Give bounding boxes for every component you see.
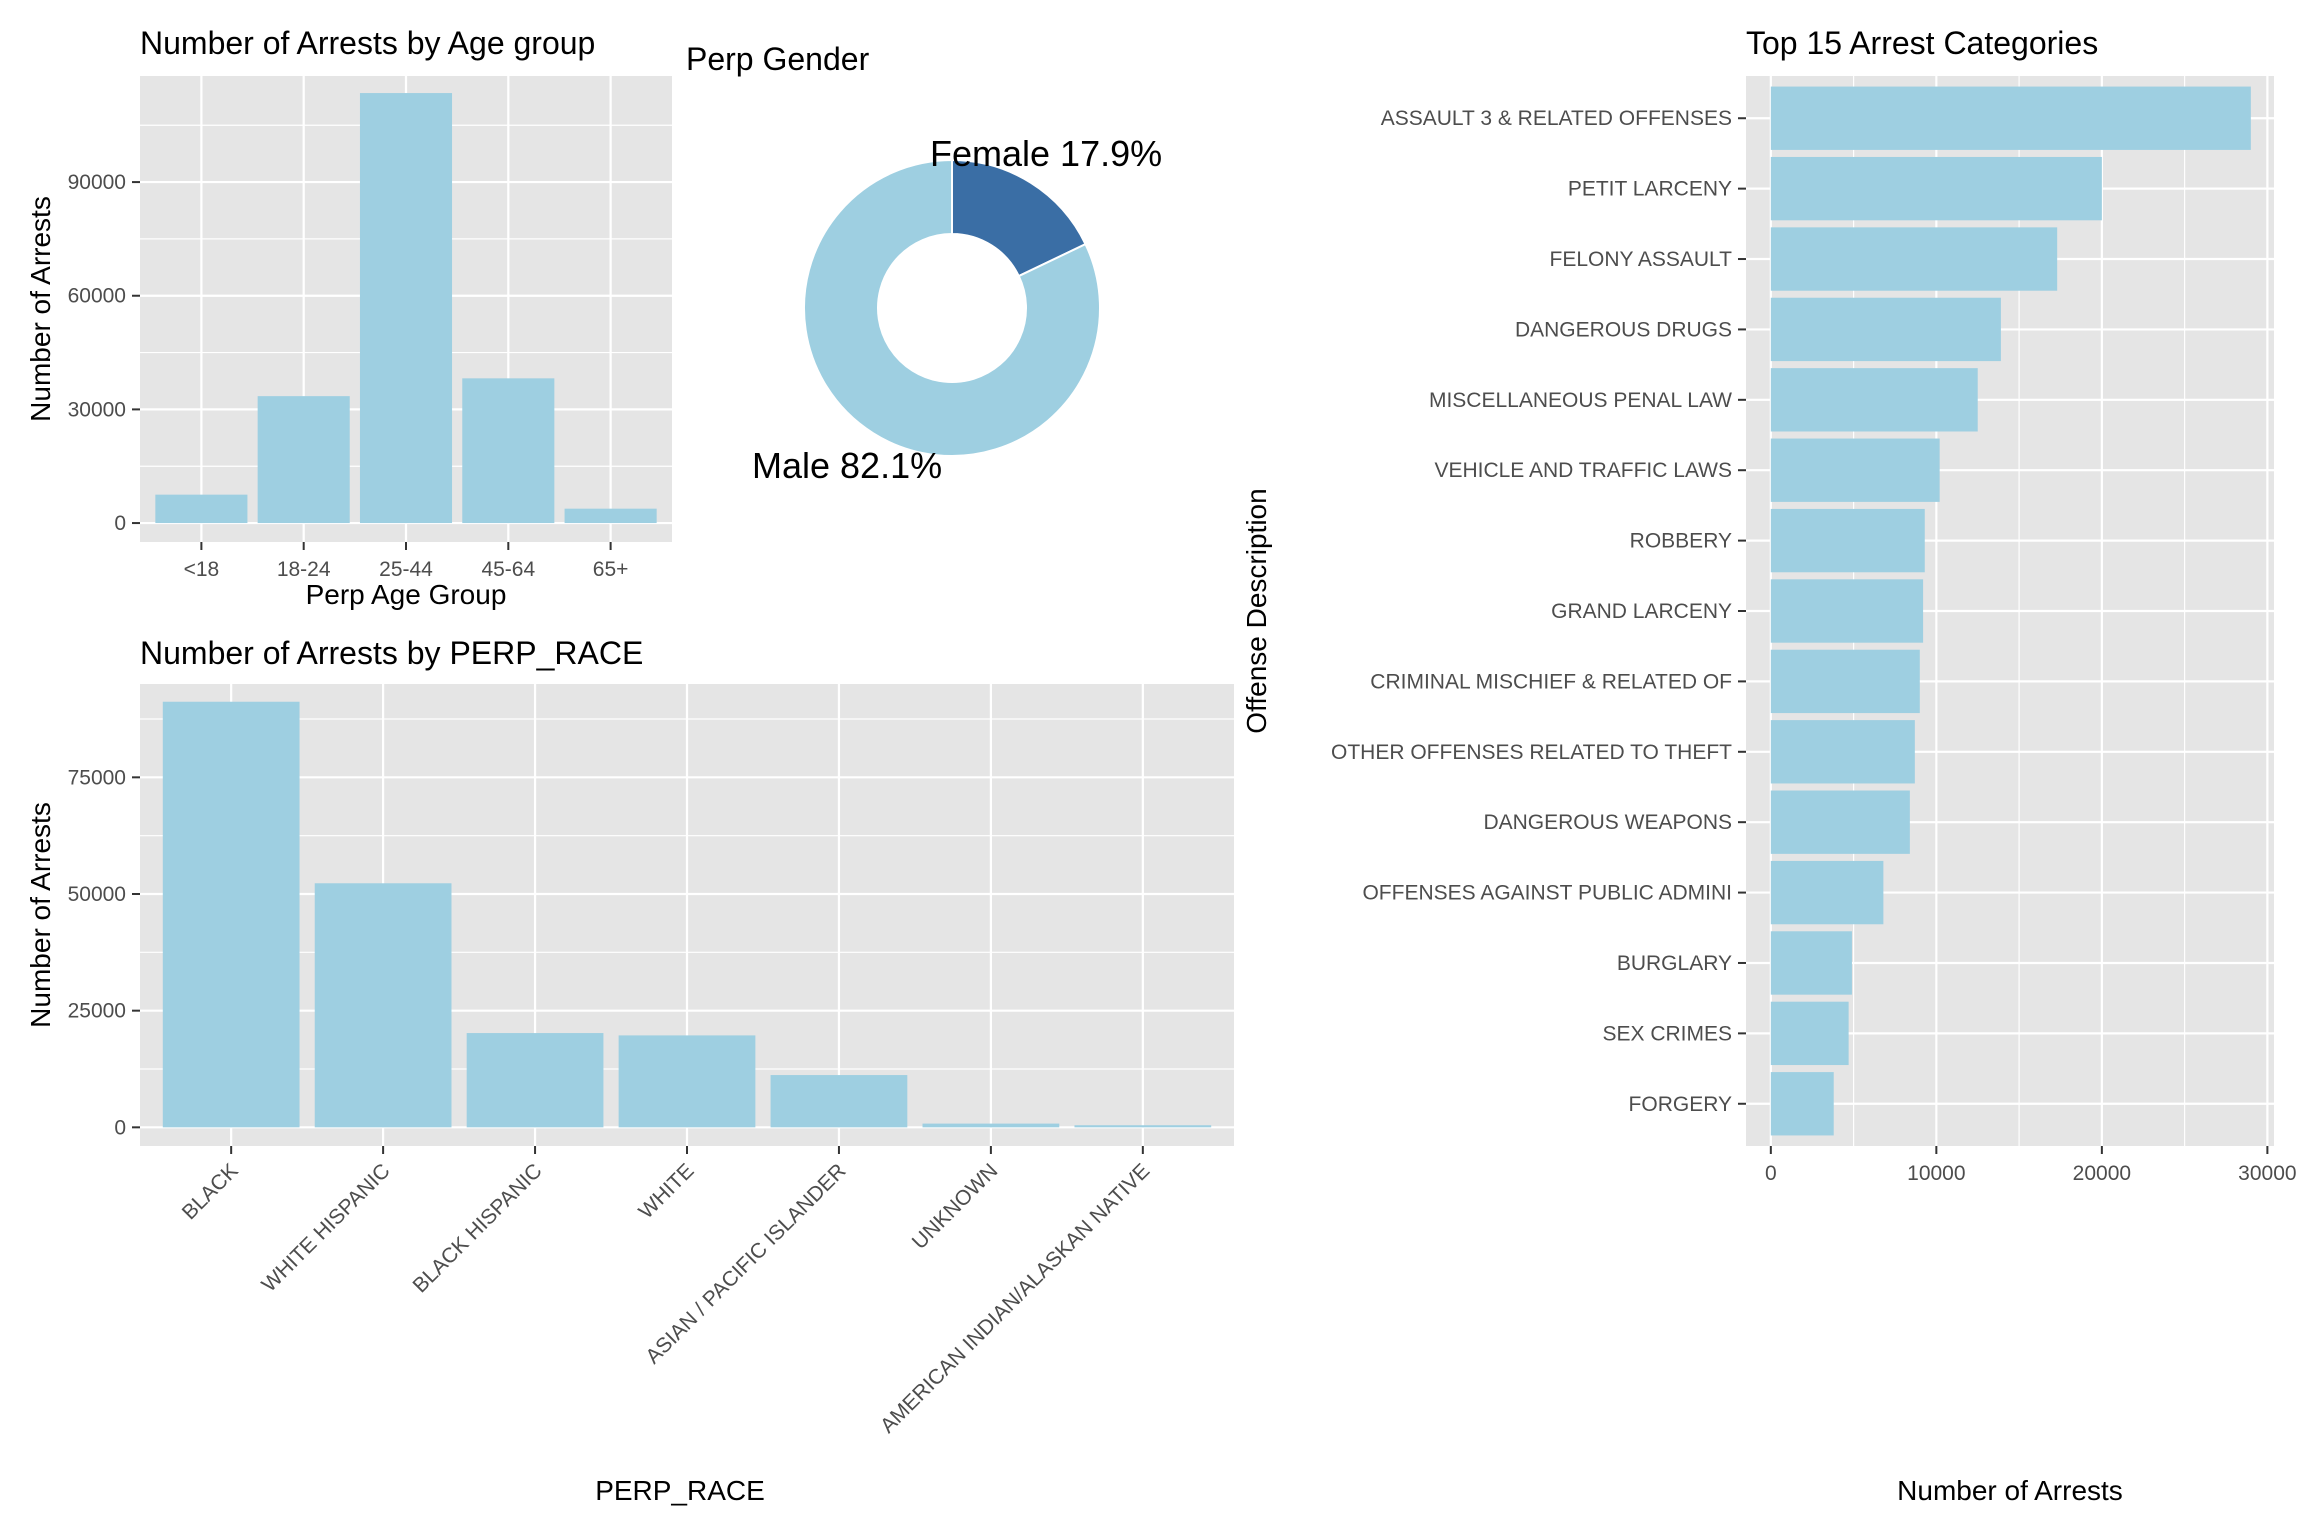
offense-y-tick-label: VEHICLE AND TRAFFIC LAWS [1434,459,1732,482]
offense-bar-forgery [1770,1072,1834,1136]
age-bar-25-44 [359,93,453,524]
race-y-tick-label: 75000 [68,766,126,789]
race-y-tick-label: 25000 [68,1000,126,1023]
offense-y-tick-label: PETIT LARCENY [1568,178,1732,201]
gender-donut-slices [803,158,1101,457]
offense-bar-grand-larceny [1770,579,1924,643]
race-chart-title: Number of Arrests by PERP_RACE [140,635,643,671]
age-y-tick-label: 90000 [68,171,126,194]
race-x-tick-label: UNKNOWN [908,1159,1003,1254]
offense-y-tick-label: MISCELLANEOUS PENAL LAW [1429,389,1732,412]
offense-y-tick-label: ROBBERY [1630,530,1732,553]
offense-y-tick-label: ASSAULT 3 & RELATED OFFENSES [1381,107,1732,130]
offense-bar-sex-crimes [1770,1001,1849,1066]
offense-bar-petit-larceny [1770,156,2102,221]
offense-y-tick-label: DANGEROUS DRUGS [1515,318,1732,341]
offense-bar-miscellaneous-penal-law [1770,368,1978,432]
race-bar-black-hispanic [466,1033,604,1128]
age-y-tick-label: 0 [114,512,126,535]
race-chart-y-axis-title: Number of Arrests [25,802,56,1028]
gender-chart-title: Perp Gender [686,41,870,77]
offense-bar-dangerous-drugs [1770,297,2001,362]
offense-chart-y-ticks: ASSAULT 3 & RELATED OFFENSES PETIT LARCEN… [1331,107,1746,1116]
age-y-tick-label: 30000 [68,398,126,421]
race-x-tick-label: AMERICAN INDIAN/ALASKAN NATIVE [876,1159,1154,1437]
gender-donut-chart: Perp Gender Female 17.9% Male 82.1% [686,41,1162,486]
race-chart-x-ticks: BLACK WHITE HISPANIC BLACK HISPANIC WHITEAS… [178,1146,1154,1438]
offense-chart: Top 15 Arrest Categories ASSAULT 3 & REL… [1241,25,2297,1506]
age-chart-y-ticks: 0 30000 60000 90000 [68,171,140,535]
offense-bar-other-offenses-related-to-theft [1770,720,1915,784]
offense-x-tick-label: 30000 [2238,1162,2296,1185]
age-y-tick-label: 60000 [68,285,126,308]
race-chart-y-ticks: 0 25000 50000 75000 [68,766,140,1139]
race-x-tick-label: WHITE HISPANIC [257,1159,394,1296]
offense-y-tick-label: BURGLARY [1617,952,1732,975]
offense-y-tick-label: OFFENSES AGAINST PUBLIC ADMINI [1362,882,1732,905]
offense-x-tick-label: 10000 [1907,1162,1965,1185]
age-bar-65 [564,508,657,524]
race-bar-black [162,701,300,1128]
offense-x-tick-label: 20000 [2073,1162,2131,1185]
offense-y-tick-label: SEX CRIMES [1602,1022,1732,1045]
offense-y-tick-label: DANGEROUS WEAPONS [1483,811,1732,834]
offense-chart-x-axis-title: Number of Arrests [1897,1475,2123,1506]
offense-bar-felony-assault [1770,227,2058,291]
offense-bar-robbery [1770,508,1925,573]
offense-bar-vehicle-and-traffic-laws [1770,438,1940,502]
offense-chart-bars [1770,86,2251,1136]
age-x-tick-label: 45-64 [481,558,535,581]
age-chart-x-ticks: <18 18-24 25-44 45-64 65+ [184,542,629,581]
race-bar-white [618,1035,756,1128]
offense-y-tick-label: GRAND LARCENY [1551,600,1732,623]
offense-chart-y-axis-title: Offense Description [1241,488,1272,733]
offense-chart-x-ticks: 0 10000 20000 30000 [1765,1146,2297,1185]
race-chart: Number of Arrests by PERP_RACE 0 25000 500… [25,635,1234,1506]
age-chart-x-axis-title: Perp Age Group [306,579,507,610]
age-x-tick-label: 25-44 [379,558,433,581]
offense-y-tick-label: FELONY ASSAULT [1550,248,1733,271]
race-x-tick-label: BLACK [178,1159,243,1224]
race-bar-asian-pacific-islander [770,1075,908,1128]
race-x-tick-label: BLACK HISPANIC [408,1159,546,1297]
race-bar-unknown [922,1123,1060,1128]
age-bar-45-64 [462,378,555,524]
offense-x-tick-label: 0 [1765,1162,1777,1185]
race-bar-american-indian-alaskan-native [1074,1125,1212,1128]
offense-bar-offenses-against-public-admini [1770,860,1884,925]
offense-bar-dangerous-weapons [1770,790,1910,854]
offense-bar-criminal-mischief-related-of [1770,649,1920,714]
race-y-tick-label: 0 [114,1116,126,1139]
race-x-tick-label: WHITE [634,1159,698,1223]
age-x-tick-label: <18 [184,558,220,581]
age-chart-bars [155,93,657,524]
offense-y-tick-label: OTHER OFFENSES RELATED TO THEFT [1331,741,1732,764]
offense-bar-assault-3-related-offenses [1770,86,2251,150]
gender-label-male: Male 82.1% [752,445,942,486]
gender-slice-female [951,158,1087,278]
age-chart-y-axis-title: Number of Arrests [25,196,56,422]
race-chart-bars [162,701,1212,1128]
age-bar-18-24 [257,396,350,524]
race-y-tick-label: 50000 [68,883,126,906]
age-x-tick-label: 65+ [593,558,629,581]
offense-chart-title: Top 15 Arrest Categories [1746,25,2098,61]
gender-label-female: Female 17.9% [930,133,1162,174]
age-x-tick-label: 18-24 [277,558,331,581]
race-chart-x-axis-title: PERP_RACE [595,1475,765,1506]
age-group-chart: Number of Arrests by Age group 0 30000 600… [25,25,672,610]
offense-y-tick-label: FORGERY [1629,1093,1732,1116]
race-bar-white-hispanic [314,883,452,1128]
offense-bar-burglary [1770,931,1852,995]
age-bar-18 [155,494,248,524]
age-chart-title: Number of Arrests by Age group [140,25,595,61]
offense-y-tick-label: CRIMINAL MISCHIEF & RELATED OF [1370,670,1732,693]
gender-slice-male [803,158,1101,457]
